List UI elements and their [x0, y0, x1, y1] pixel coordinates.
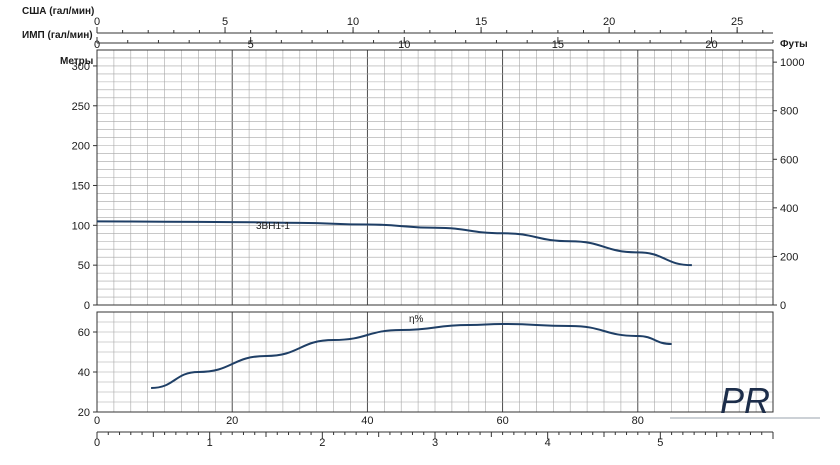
usa-tick-label: 0 [94, 16, 100, 28]
feet-ytick-label: 800 [780, 106, 798, 118]
head-ytick-label: 100 [72, 220, 90, 232]
head-ytick-label: 300 [72, 61, 90, 73]
usa-tick-label: 25 [731, 16, 743, 28]
feet-ytick-label: 1000 [780, 57, 804, 69]
logo-text: PR [720, 380, 770, 421]
lpm-tick-label: 0 [94, 415, 100, 427]
efficiency-curve-label: η% [409, 314, 424, 325]
head-ytick-label: 250 [72, 101, 90, 113]
feet-ytick-label: 0 [780, 300, 786, 312]
head-ytick-label: 50 [78, 260, 90, 272]
head-frame [96, 49, 774, 306]
head-ytick-label: 150 [72, 180, 90, 192]
imp-tick-label: 20 [705, 39, 717, 51]
m3h-tick-label: 4 [545, 437, 551, 449]
ylabel-meters: Метры [60, 56, 93, 67]
head-ytick-label: 0 [84, 300, 90, 312]
head-curve-label: 3BH1-1 [256, 221, 290, 232]
usa-axis-title: США (гал/мин) [22, 6, 94, 17]
lpm-tick-label: 60 [496, 415, 508, 427]
head-ytick-label: 200 [72, 141, 90, 153]
head-curve [96, 220, 692, 267]
eff-ytick-label: 20 [78, 407, 90, 419]
feet-ytick-label: 600 [780, 154, 798, 166]
usa-tick-label: 20 [603, 16, 615, 28]
imp-tick-label: 0 [94, 39, 100, 51]
curve-layer: 3BH1-1 η% [96, 220, 692, 389]
m3h-tick-label: 5 [657, 437, 663, 449]
pr-logo: PR [670, 380, 820, 421]
efficiency-curve [151, 322, 672, 389]
grid-layer [96, 49, 774, 413]
lpm-tick-label: 80 [632, 415, 644, 427]
axis-layer: 0501001502002503000200400600800100020406… [22, 6, 808, 449]
m3h-tick-label: 2 [319, 437, 325, 449]
usa-tick-label: 10 [347, 16, 359, 28]
eff-ytick-label: 60 [78, 327, 90, 339]
usa-tick-label: 5 [222, 16, 228, 28]
lpm-tick-label: 40 [361, 415, 373, 427]
imp-tick-label: 15 [552, 39, 564, 51]
ylabel-feet: Футы [780, 39, 808, 50]
feet-ytick-label: 400 [780, 203, 798, 215]
imp-axis-title: ИМП (гал/мин) [22, 30, 93, 41]
imp-tick-label: 5 [248, 39, 254, 51]
usa-tick-label: 15 [475, 16, 487, 28]
m3h-tick-label: 3 [432, 437, 438, 449]
m3h-tick-label: 0 [94, 437, 100, 449]
imp-tick-label: 10 [398, 39, 410, 51]
eff-ytick-label: 40 [78, 367, 90, 379]
lpm-tick-label: 20 [226, 415, 238, 427]
eff-frame [96, 311, 774, 413]
feet-ytick-label: 200 [780, 251, 798, 263]
m3h-tick-label: 1 [207, 437, 213, 449]
